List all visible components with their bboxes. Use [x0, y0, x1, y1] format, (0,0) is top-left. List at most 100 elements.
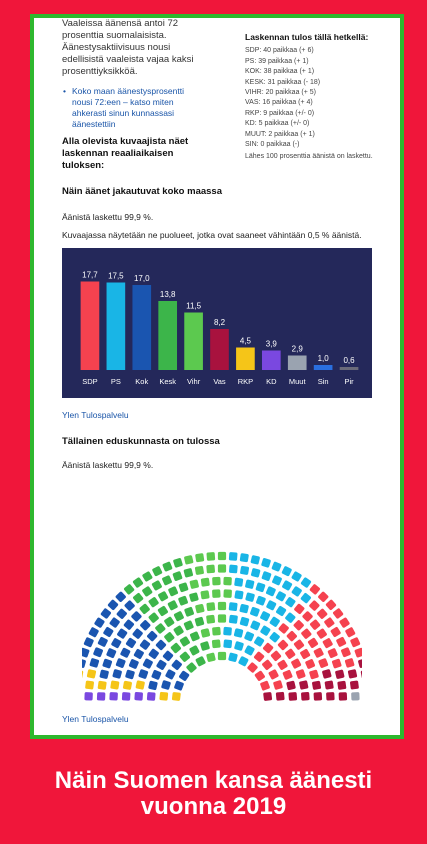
result-line: SDP: 40 paikkaa (+ 6)	[245, 47, 314, 55]
seat-kok	[117, 628, 128, 639]
seat-sdp	[324, 617, 335, 628]
seat-vas	[313, 692, 323, 701]
seat-kd	[121, 692, 131, 701]
bar-sin	[313, 365, 333, 370]
seat-sdp	[309, 600, 320, 611]
seat-vihr	[206, 564, 215, 574]
seat-ps	[260, 625, 271, 636]
seat-kok	[148, 680, 158, 691]
seat-sdp	[254, 670, 265, 681]
bar-value-label: 1,0	[318, 354, 330, 363]
seat-sdp	[285, 648, 296, 659]
seat-vas	[263, 692, 273, 701]
seat-kok	[109, 617, 120, 628]
seat-ps	[240, 565, 250, 575]
seat-kesk	[179, 651, 191, 662]
seat-ps	[300, 577, 312, 588]
vote-source-link[interactable]: Ylen Tulospalvelu	[62, 410, 129, 420]
bar-category-label: PS	[111, 377, 121, 386]
seat-vihr	[206, 602, 216, 612]
seat-sdp	[333, 608, 344, 619]
seat-sdp	[293, 620, 304, 631]
seat-ps	[234, 577, 244, 587]
seat-ps	[228, 552, 238, 561]
seat-sdp	[341, 647, 351, 658]
seat-kesk	[189, 592, 199, 602]
seat-kesk	[164, 632, 175, 643]
seat-ps	[285, 597, 296, 608]
seat-kok	[124, 600, 135, 611]
seat-ps	[265, 586, 276, 597]
seat-ps	[245, 579, 255, 589]
seat-kesk	[195, 656, 206, 667]
seat-kok	[162, 650, 174, 662]
seat-ps	[239, 603, 249, 614]
seat-sdp	[301, 628, 312, 639]
seat-kok	[115, 591, 126, 602]
turnout-link[interactable]: Koko maan äänestysprosentti nousi 72:een…	[63, 86, 202, 130]
seat-sdp	[262, 659, 273, 671]
result-line: KESK: 31 paikkaa (- 18)	[245, 78, 321, 86]
seat-kok	[125, 637, 137, 648]
bar-vihr	[184, 312, 203, 370]
seat-kok	[138, 669, 149, 679]
seat-ps	[269, 632, 280, 643]
seat-vas	[347, 669, 358, 679]
result-line: RKP: 9 paikkaa (+/- 0)	[245, 109, 315, 117]
intro-text: Vaaleissa äänensä antoi 72 prosenttia su…	[62, 18, 194, 77]
seat-source-link[interactable]: Ylen Tulospalvelu	[62, 714, 129, 724]
seat-sdp	[273, 680, 283, 690]
seat-ps	[239, 553, 249, 563]
result-line: MUUT: 2 paikkaa (+ 1)	[245, 130, 315, 138]
seat-ps	[244, 631, 255, 642]
bar-muut	[287, 355, 307, 370]
seat-ps	[285, 612, 296, 623]
seat-vas	[338, 692, 348, 701]
seat-counted-text: Äänistä laskettu 99,9 %.	[62, 460, 154, 470]
seat-vihr	[189, 579, 199, 589]
seat-vas	[299, 680, 309, 690]
seat-vihr	[217, 601, 227, 611]
seat-kesk	[173, 611, 184, 622]
seat-kesk	[179, 636, 190, 647]
bar-category-label: Kesk	[159, 377, 176, 386]
green-frame: Vaaleissa äänensä antoi 72 prosenttia su…	[30, 14, 404, 739]
seat-kesk	[173, 558, 183, 568]
bar-category-label: Vihr	[187, 377, 201, 386]
article-page: Vaaleissa äänensä antoi 72 prosenttia su…	[34, 18, 400, 735]
seat-vihr	[200, 590, 210, 600]
seat-kd	[134, 692, 143, 701]
seat-kok	[123, 619, 135, 630]
seat-ps	[238, 656, 249, 667]
seat-kok	[142, 658, 153, 669]
seat-ps	[260, 611, 271, 622]
seat-sdp	[339, 617, 350, 628]
seat-ps	[291, 571, 302, 582]
seat-sdp	[345, 627, 356, 638]
seat-kd	[146, 692, 156, 701]
seat-kok	[151, 669, 162, 680]
seat-vihr	[217, 614, 227, 623]
seat-ps	[245, 592, 255, 602]
seat-sdp	[270, 650, 282, 662]
seat-sdp	[262, 642, 274, 654]
seat-kok	[115, 658, 126, 668]
seat-sdp	[325, 599, 337, 610]
seat-sdp	[277, 639, 289, 651]
seat-ps	[229, 564, 238, 574]
seat-sdp	[344, 658, 355, 668]
seat-sdp	[253, 651, 265, 662]
result-line: KD: 5 paikkaa (+/- 0)	[245, 120, 310, 128]
seat-ps	[291, 586, 302, 597]
bar-value-label: 8,2	[214, 318, 226, 327]
result-line: KOK: 38 paikkaa (+ 1)	[245, 68, 315, 76]
seat-vas	[337, 680, 347, 690]
seat-kok	[103, 626, 114, 638]
seat-ps	[276, 605, 287, 617]
seat-sdp	[330, 626, 341, 638]
seat-kesk	[170, 642, 182, 654]
seat-kok	[120, 647, 131, 658]
seat-vas	[288, 692, 298, 701]
seat-kesk	[168, 586, 179, 597]
seat-ps	[300, 593, 311, 604]
